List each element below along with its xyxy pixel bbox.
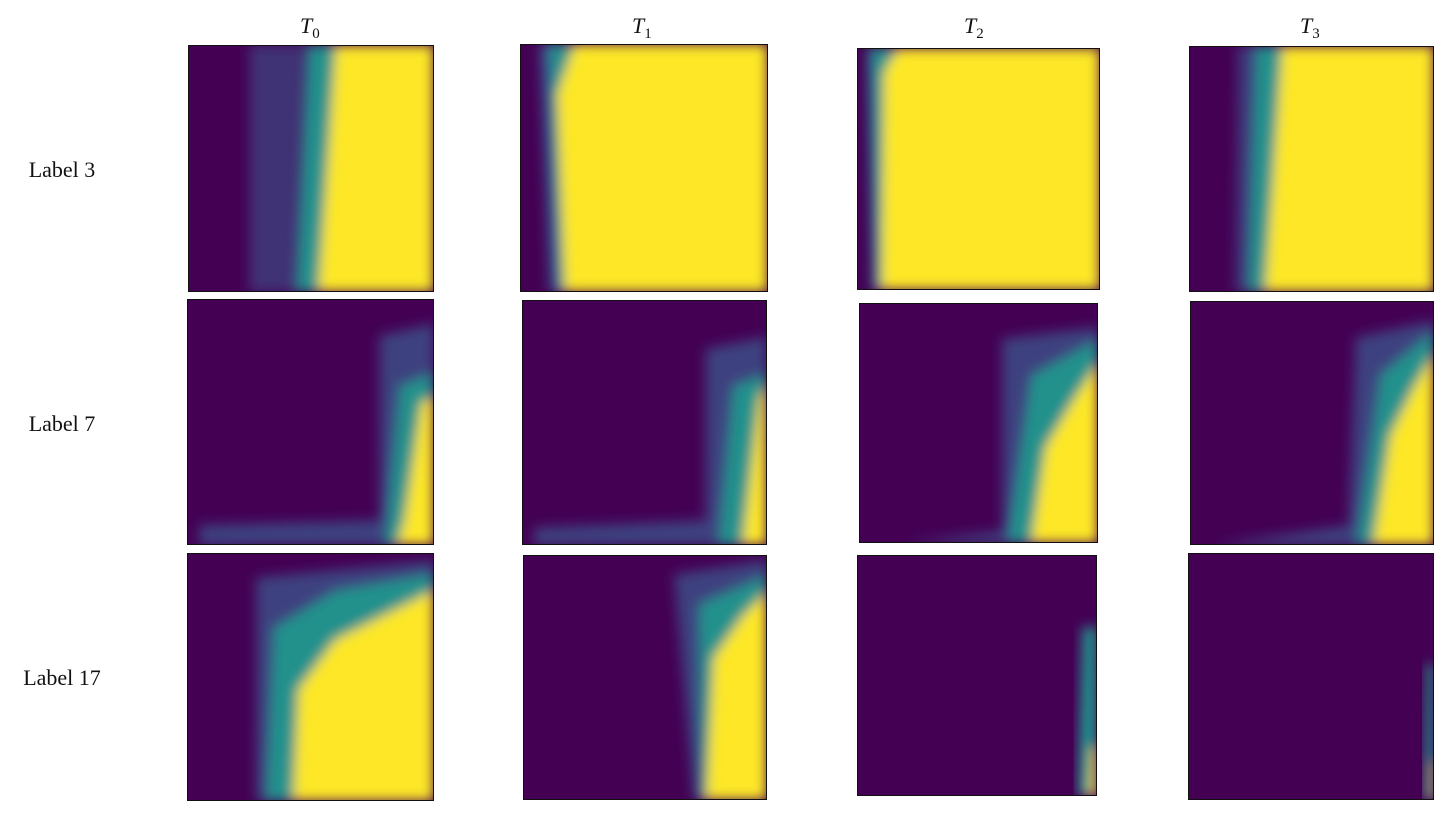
row-label: Label 17 [23, 665, 101, 690]
column-header: T3 [1300, 13, 1320, 42]
row-label: Label 3 [29, 157, 96, 182]
column-headers: T0 T1 T2 T3 [300, 13, 1320, 42]
heatmap [520, 44, 768, 292]
heatmap [857, 555, 1097, 796]
heatmap [188, 45, 434, 292]
heatmap [187, 553, 434, 801]
column-header: T0 [300, 13, 320, 42]
heatmap [1190, 301, 1434, 545]
heatmap [859, 303, 1098, 543]
heatmap [857, 48, 1100, 290]
row-labels: Label 3 Label 7 Label 17 [23, 157, 101, 690]
heatmap [1189, 46, 1434, 292]
column-header: T1 [632, 13, 652, 42]
heatmap [187, 299, 434, 545]
row-label: Label 7 [29, 411, 96, 436]
column-header: T2 [964, 13, 984, 42]
heatmap [1188, 553, 1434, 800]
heatmap [523, 555, 767, 800]
heatmap [522, 300, 767, 545]
